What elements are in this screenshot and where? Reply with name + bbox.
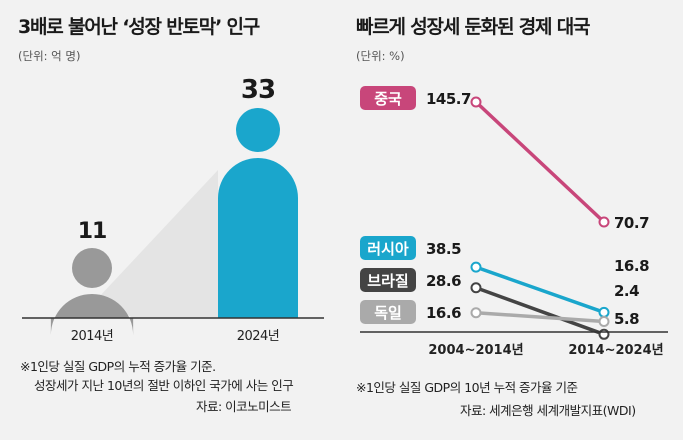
growth-panel: 빠르게 성장세 둔화된 경제 대국 (단위: %) 중국 145.7 러시아 38.5…: [342, 0, 683, 440]
right-note: ※1인당 실질 GDP의 10년 누적 증가율 기준: [356, 380, 578, 395]
data-point: [598, 328, 610, 340]
start-value-label: 145.7: [426, 90, 471, 108]
population-body-2014년: [50, 294, 134, 336]
legend-label: 러시아: [367, 240, 409, 258]
x-tick-label: 2004~2014년: [428, 343, 523, 358]
legend-tag-브라질: [360, 268, 416, 292]
legend-tag-중국: [360, 86, 416, 110]
legend-label: 독일: [374, 304, 402, 322]
end-value-label: 70.7: [614, 214, 649, 232]
population-panel: 3배로 불어난 ‘성장 반토막’ 인구 (단위: 억 명) 11 2014년 33 2…: [18, 16, 324, 414]
series-line-독일: [475, 311, 605, 324]
population-head-2014년: [72, 248, 112, 288]
value-label: 33: [241, 75, 275, 105]
series-line-중국: [474, 100, 606, 224]
legend-tag-러시아: [360, 236, 416, 260]
x-tick-label: 2014~2024년: [568, 343, 663, 358]
right-chart-title: 빠르게 성장세 둔화된 경제 대국: [356, 16, 591, 38]
start-value-label: 28.6: [426, 272, 461, 290]
data-point: [470, 96, 482, 108]
category-label: 2024년: [237, 329, 280, 344]
right-source: 자료: 세계은행 세계개발지표(WDI): [460, 403, 636, 418]
category-label: 2014년: [71, 329, 114, 344]
population-chart: 11 2014년 33 2024년: [22, 75, 324, 344]
legend-tag-독일: [360, 300, 416, 324]
population-body-2024년: [218, 158, 298, 318]
data-point: [470, 282, 482, 294]
left-source: 자료: 이코노미스트: [196, 399, 292, 414]
data-point: [598, 306, 610, 318]
data-point: [470, 307, 482, 319]
start-value-label: 16.6: [426, 304, 461, 322]
series-line-브라질: [475, 286, 605, 336]
left-note-line1: ※1인당 실질 GDP의 누적 증가율 기준.: [20, 359, 216, 374]
start-value-label: 38.5: [426, 240, 461, 258]
left-note-line2: 성장세가 지난 10년의 절반 이하인 국가에 사는 인구: [34, 378, 294, 393]
end-value-label: 5.8: [614, 310, 639, 328]
series-line-러시아: [475, 265, 605, 314]
data-point: [598, 216, 610, 228]
population-head-2024년: [236, 108, 280, 152]
data-point: [598, 315, 610, 327]
growth-line-chart: 중국 145.7 러시아 38.5 브라질 28.6 독일 16.6 70.7 16.8 2.4 5.…: [360, 86, 668, 358]
end-value-label: 2.4: [614, 282, 639, 300]
end-value-label: 16.8: [614, 257, 649, 275]
value-label: 11: [78, 219, 107, 244]
legend-label: 브라질: [367, 272, 408, 290]
left-chart-title: 3배로 불어난 ‘성장 반토막’ 인구: [18, 16, 260, 38]
legend-label: 중국: [374, 90, 402, 108]
left-unit-label: (단위: 억 명): [18, 49, 81, 63]
growth-connector: [98, 170, 218, 318]
right-unit-label: (단위: %): [356, 49, 405, 63]
data-point: [470, 261, 482, 273]
